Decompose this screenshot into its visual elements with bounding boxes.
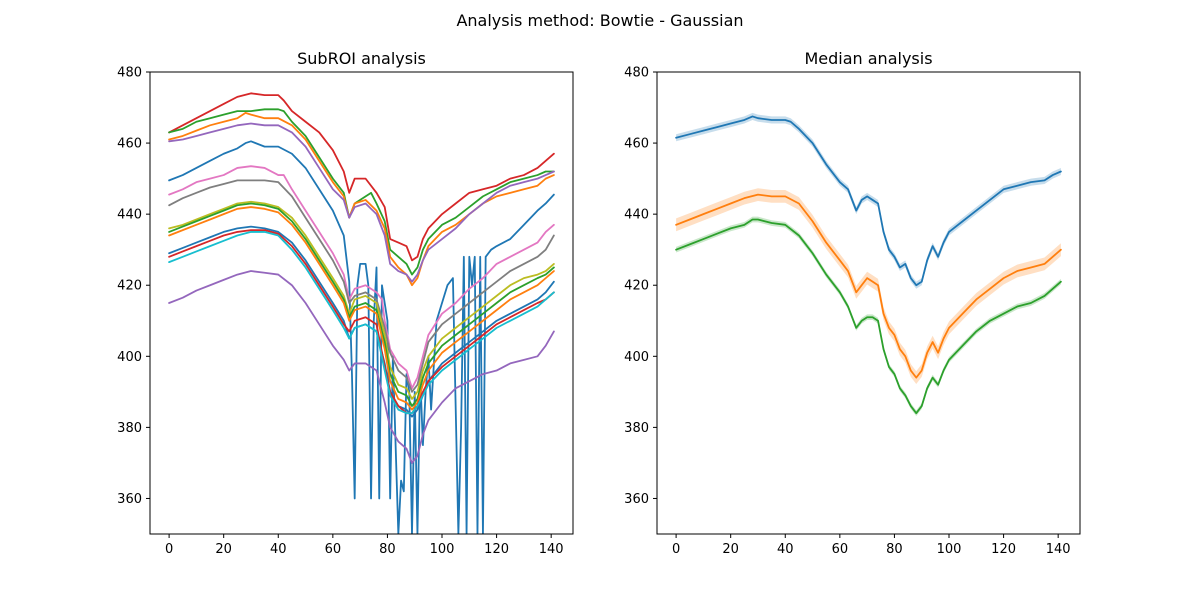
median-xtick-label: 140 — [1046, 542, 1071, 557]
subroi-series-0-line — [168, 92, 555, 262]
subroi-series-3-line — [168, 122, 555, 283]
subroi-series-7-line — [168, 200, 555, 400]
subroi-xtick-label: 60 — [325, 542, 342, 557]
figure-suptitle: Analysis method: Bowtie - Gaussian — [456, 11, 743, 30]
subroi-xtick-label: 40 — [270, 542, 287, 557]
subroi-ytick-label: 480 — [117, 66, 142, 81]
subroi-tick-layer: 0 20 40 60 80 100 120 140 360 380 400 420 440 460 480 — [117, 66, 563, 558]
subroi-xtick-label: 140 — [539, 542, 564, 557]
median-axes: Median analysis 0 20 40 60 80 100 120 140 360 380… — [624, 49, 1081, 558]
median-series-2-line — [675, 218, 1062, 415]
median-ytick-label: 480 — [624, 66, 649, 81]
median-xtick-label: 60 — [832, 542, 849, 557]
median-xtick-label: 80 — [886, 542, 903, 557]
median-series-0-band — [676, 112, 1061, 289]
subroi-series-11-line — [168, 229, 555, 415]
subroi-xtick-label: 100 — [430, 542, 455, 557]
subroi-ytick-label: 460 — [117, 137, 142, 152]
median-series-layer — [675, 112, 1062, 417]
subroi-xtick-label: 0 — [165, 542, 173, 557]
median-xtick-label: 40 — [777, 542, 794, 557]
subroi-series-5-line — [168, 165, 555, 390]
subroi-ytick-label: 420 — [117, 279, 142, 294]
subroi-ytick-label: 440 — [117, 208, 142, 223]
subroi-series-4-line — [168, 140, 555, 534]
subroi-series-layer — [168, 92, 555, 534]
median-series-0-line — [675, 115, 1062, 287]
median-series-1-band — [676, 188, 1061, 385]
subroi-ytick-label: 360 — [117, 492, 142, 507]
subroi-xtick-label: 20 — [215, 542, 232, 557]
subroi-series-6-line — [168, 179, 555, 393]
median-tick-layer: 0 20 40 60 80 100 120 140 360 380 400 420 440 460 480 — [624, 66, 1070, 558]
median-ytick-label: 400 — [624, 350, 649, 365]
subroi-series-13-line — [168, 270, 555, 464]
subroi-axes-title: SubROI analysis — [297, 49, 426, 68]
subroi-xtick-label: 80 — [379, 542, 396, 557]
subroi-series-9-line — [168, 206, 555, 411]
median-xtick-label: 0 — [672, 542, 680, 557]
subroi-series-8-line — [168, 202, 555, 407]
median-axes-frame — [656, 71, 1081, 535]
median-xtick-label: 20 — [722, 542, 739, 557]
subroi-series-12-line — [168, 231, 555, 415]
median-xtick-label: 100 — [937, 542, 962, 557]
subroi-series-1-line — [168, 108, 555, 276]
median-series-1-line — [675, 193, 1062, 379]
median-axes-title: Median analysis — [804, 49, 932, 68]
subroi-xtick-label: 120 — [484, 542, 509, 557]
median-ytick-label: 460 — [624, 137, 649, 152]
median-xtick-label: 120 — [991, 542, 1016, 557]
median-ytick-label: 420 — [624, 279, 649, 294]
subroi-ytick-label: 380 — [117, 421, 142, 436]
subroi-axes-frame — [149, 71, 574, 535]
subroi-ytick-label: 400 — [117, 350, 142, 365]
median-ytick-label: 360 — [624, 492, 649, 507]
median-ytick-label: 380 — [624, 421, 649, 436]
median-ytick-label: 440 — [624, 208, 649, 223]
subroi-axes: SubROI analysis 0 20 40 60 80 100 120 140 360 380… — [117, 49, 574, 558]
